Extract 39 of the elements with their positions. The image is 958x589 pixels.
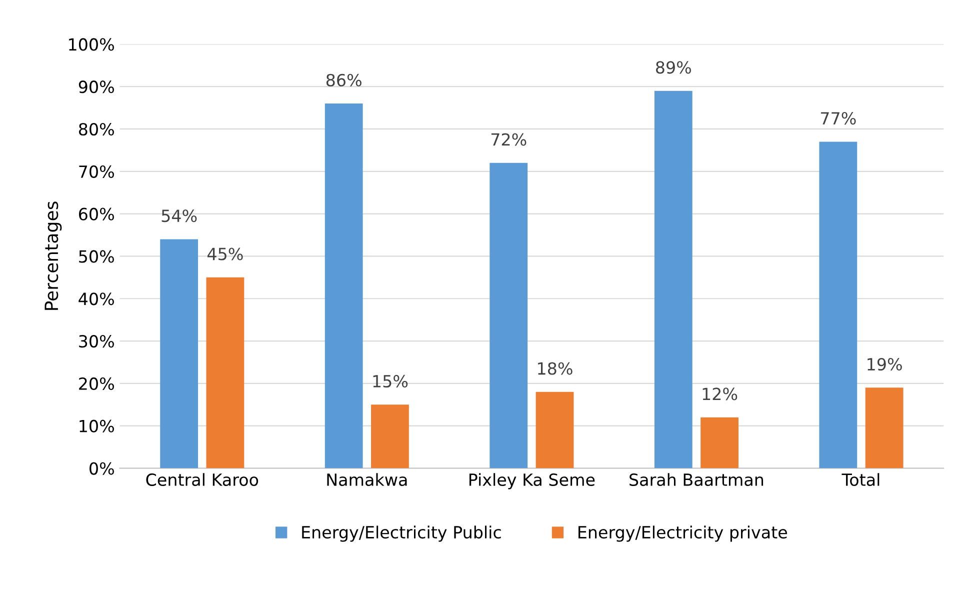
legend-label: Energy/Electricity Public: [302, 526, 501, 542]
y-tick-label: 100%: [69, 38, 114, 51]
data-label: 54%: [162, 210, 197, 222]
y-tick-label: 0%: [90, 462, 114, 475]
data-label: 89%: [656, 61, 691, 74]
bar: [865, 388, 904, 468]
bar: [324, 104, 363, 468]
data-label: 12%: [702, 388, 738, 400]
data-label: 45%: [208, 248, 243, 260]
x-tick-label: Namakwa: [327, 473, 407, 486]
bar: [654, 90, 692, 468]
y-tick-label: 40%: [78, 292, 114, 306]
bar: [819, 142, 858, 468]
data-label: 18%: [538, 362, 572, 375]
legend-label: Energy/Electricity private: [578, 526, 787, 542]
bar: [371, 404, 409, 468]
y-tick-label: 10%: [80, 420, 114, 432]
y-tick-label: 80%: [78, 122, 114, 136]
y-tick-label: 70%: [79, 165, 114, 178]
x-tick-label: Sarah Baartman: [630, 473, 764, 486]
y-tick-label: 50%: [79, 250, 114, 263]
data-label: 19%: [868, 358, 902, 371]
y-tick-label: 60%: [79, 208, 114, 220]
x-tick-label: Pixley Ka Seme: [469, 473, 595, 490]
bar: [536, 392, 574, 468]
y-tick-label: 20%: [79, 377, 114, 390]
bar: [490, 162, 528, 468]
y-tick-label: 90%: [78, 80, 114, 94]
x-tick-label: Total: [842, 473, 880, 486]
bar: [160, 239, 198, 468]
bar: [700, 417, 738, 468]
data-label: 77%: [821, 112, 856, 125]
bar: [206, 277, 244, 468]
data-label: 15%: [373, 374, 408, 388]
data-label: 86%: [326, 74, 362, 86]
y-axis-title: Percentages: [44, 202, 62, 310]
x-tick-label: Central Karoo: [146, 473, 258, 486]
data-label: 72%: [491, 133, 526, 146]
y-tick-label: 30%: [79, 334, 114, 348]
